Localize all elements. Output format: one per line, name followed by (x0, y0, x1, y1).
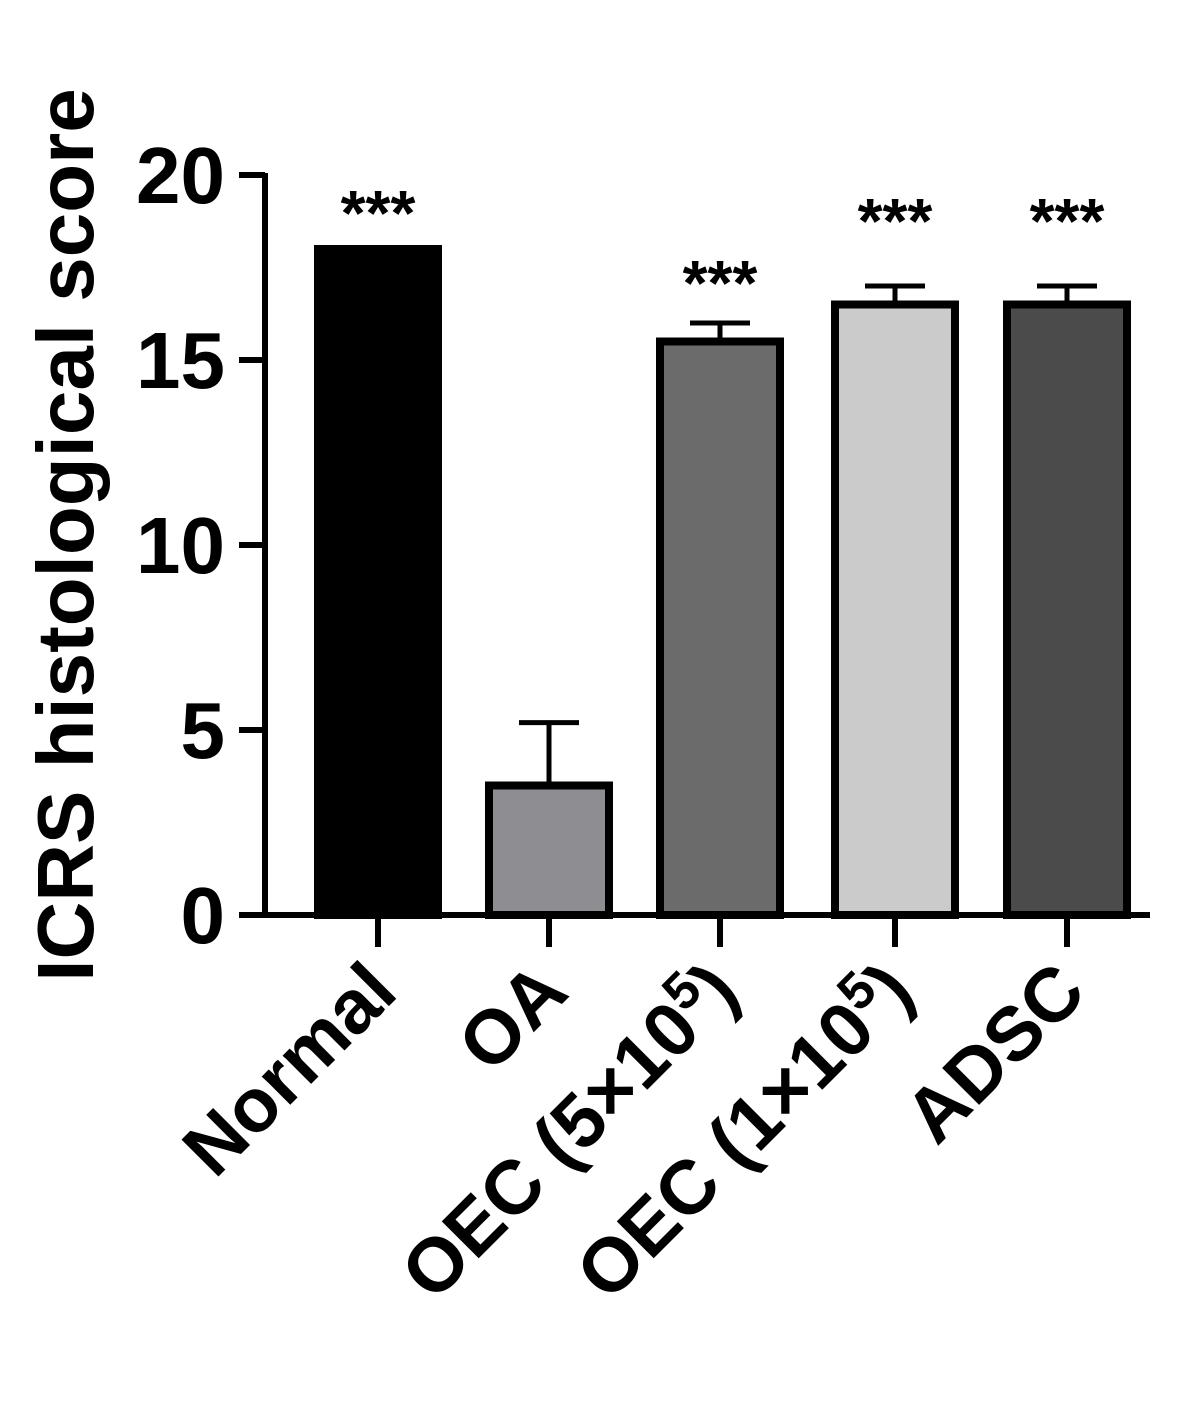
significance-markers: *** *** *** *** (341, 177, 1105, 319)
x-axis (262, 912, 1150, 947)
significance-marker: *** (1030, 185, 1105, 257)
y-tick-label: 5 (181, 686, 226, 775)
significance-marker: *** (858, 185, 933, 257)
significance-marker: *** (341, 177, 416, 249)
bars (314, 245, 1131, 919)
bar-oa (485, 781, 613, 919)
y-axis: 0 5 10 15 20 (136, 131, 268, 960)
y-tick-label: 0 (181, 871, 226, 960)
bar-adsc (1003, 300, 1131, 919)
bar-oec-5-10 (656, 337, 784, 919)
y-tick-label: 10 (136, 501, 225, 590)
category-label: Normal (167, 947, 412, 1192)
bar-oec-1-10 (831, 300, 959, 919)
y-tick-label: 20 (136, 131, 225, 220)
category-label: OA (442, 947, 583, 1088)
y-axis-title: ICRS histological score (21, 88, 110, 982)
error-bars (519, 283, 1097, 786)
category-label: ADSC (889, 947, 1101, 1159)
significance-marker: *** (683, 247, 758, 319)
bar-normal (314, 245, 442, 919)
y-tick-label: 15 (136, 316, 225, 405)
